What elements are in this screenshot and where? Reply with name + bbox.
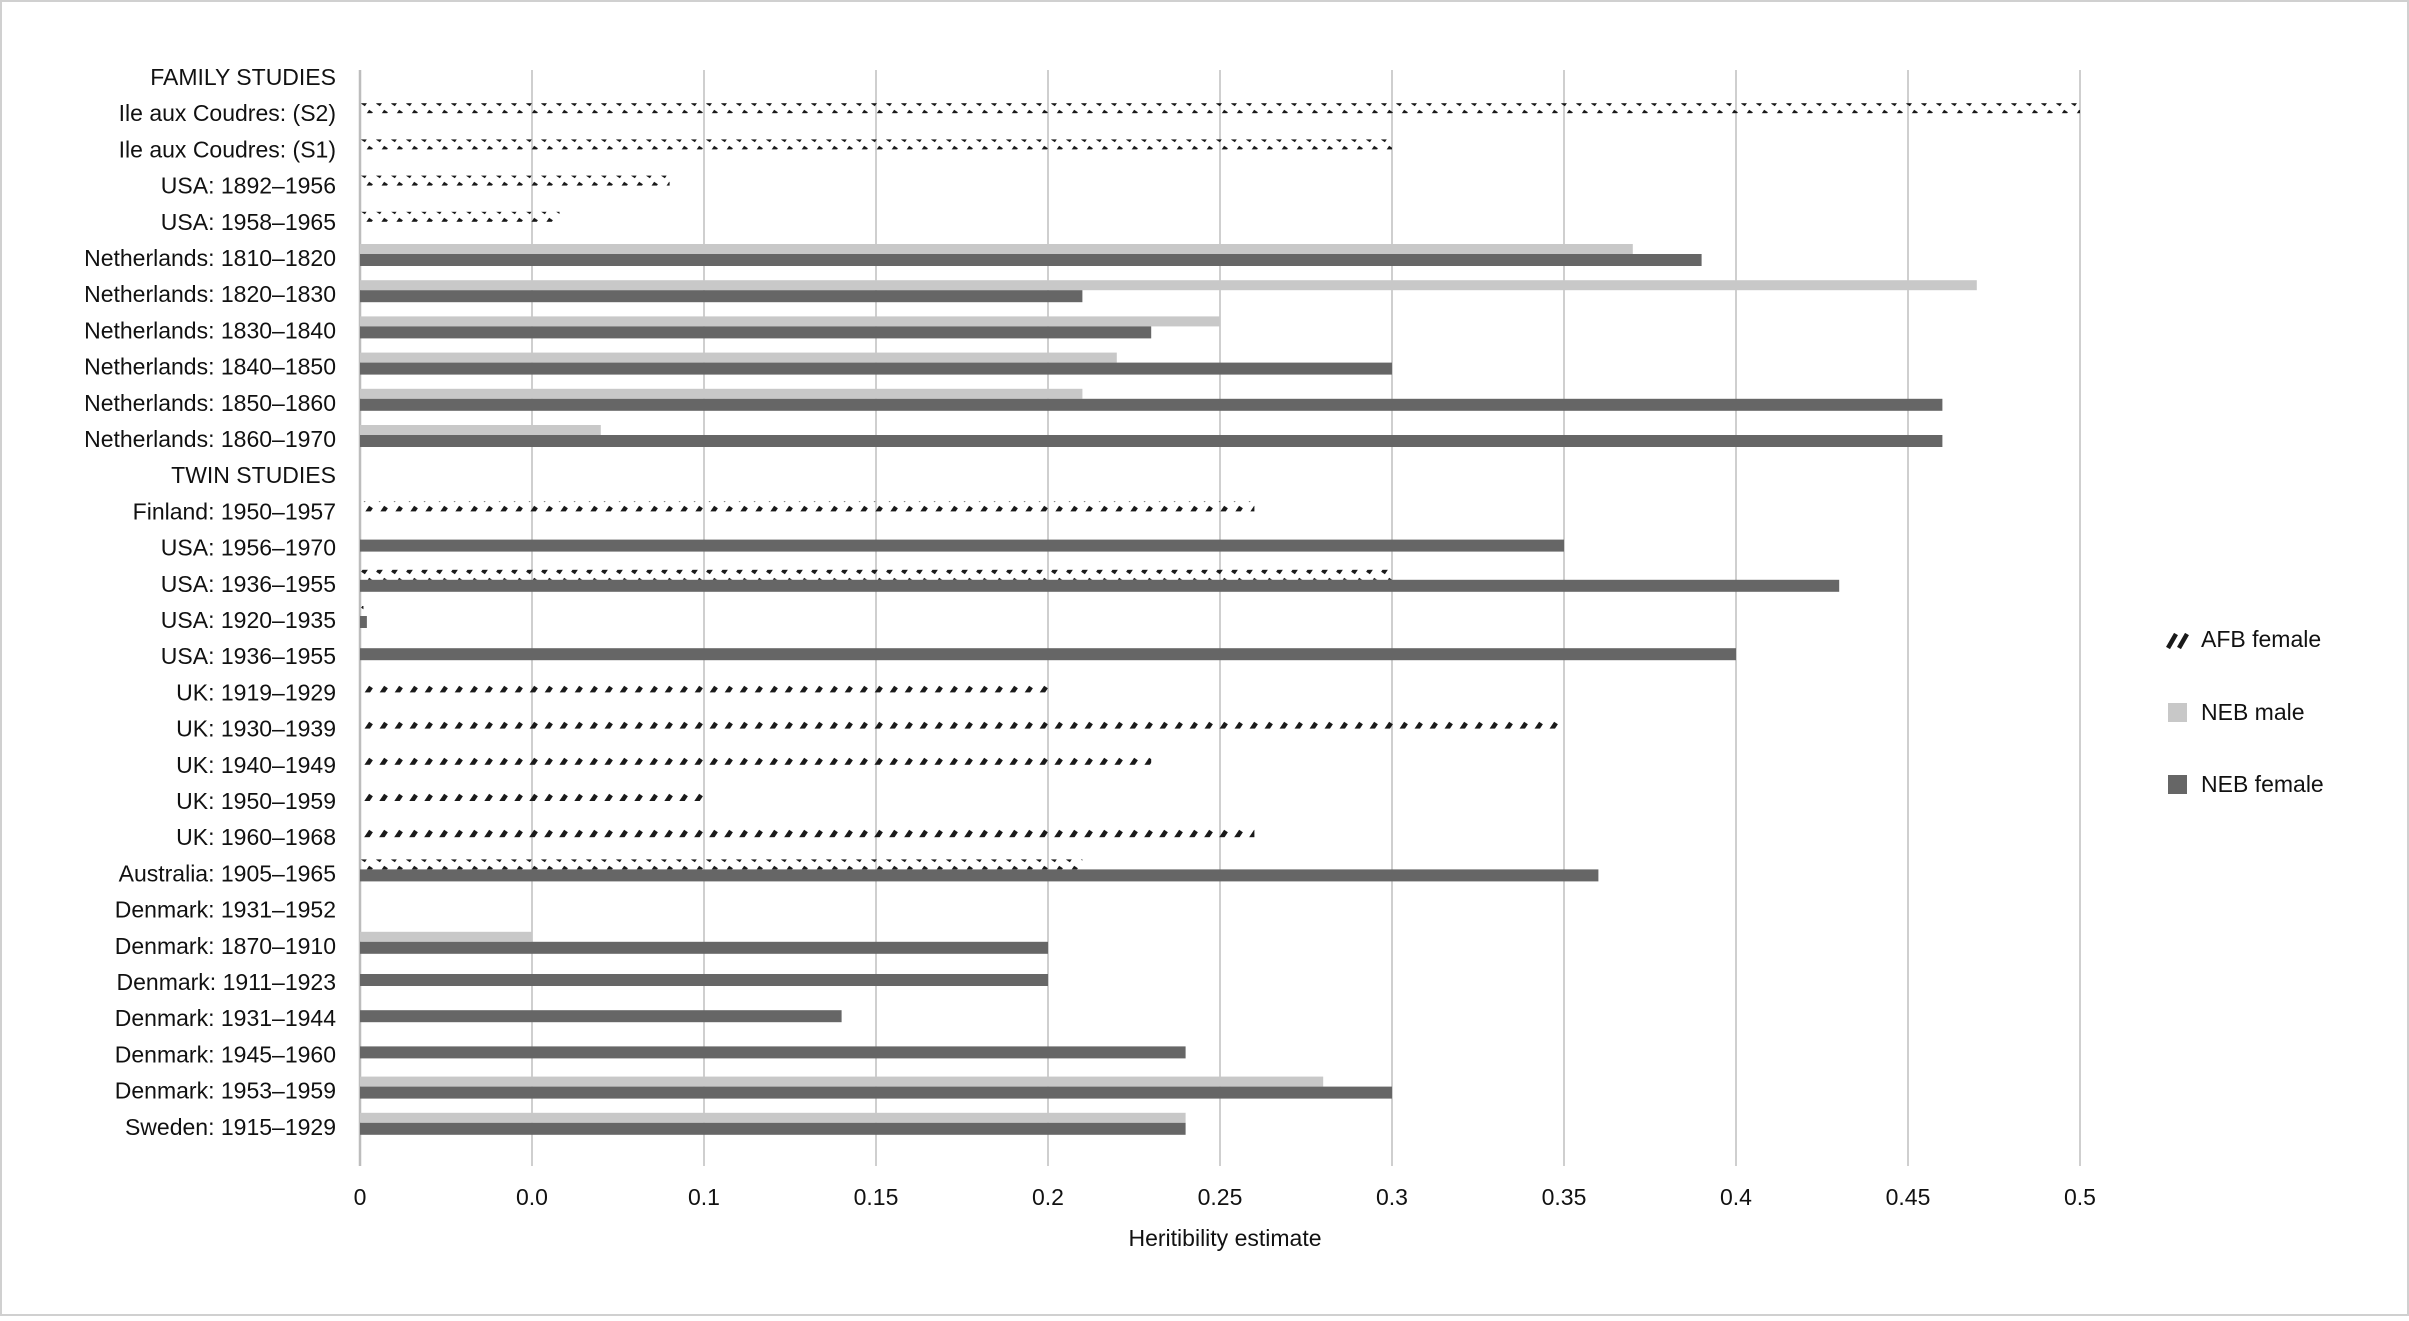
x-tick-label: 0.35 — [1542, 1184, 1587, 1210]
category-label: USA: 1958–1965 — [161, 209, 336, 235]
category-label: Denmark: 1931–1952 — [115, 897, 336, 923]
category-label: FAMILY STUDIES — [150, 64, 336, 90]
bar-neb-female — [360, 579, 1840, 592]
category-label: USA: 1956–1970 — [161, 535, 336, 561]
category-label: Denmark: 1931–1944 — [115, 1005, 336, 1031]
category-label: Netherlands: 1830–1840 — [84, 317, 336, 343]
legend: AFB female NEB male NEB female — [2166, 626, 2324, 797]
category-label: USA: 1892–1956 — [161, 173, 336, 199]
bar-neb-female — [360, 648, 1736, 661]
bar-neb-male — [360, 1076, 1324, 1087]
bar-afb-female — [360, 827, 1255, 838]
bar-neb-male — [360, 425, 601, 435]
category-label: Sweden: 1915–1929 — [125, 1114, 336, 1140]
bar-neb-male — [360, 1112, 1186, 1123]
x-tick-label: 0.4 — [1720, 1184, 1752, 1210]
legend-swatch-afb-female — [2177, 632, 2189, 650]
legend-label-afb-female: AFB female — [2201, 626, 2321, 652]
x-tick-label: 0.25 — [1198, 1184, 1243, 1210]
category-labels: FAMILY STUDIES Ile aux Coudres: (S2) Ile a… — [84, 64, 336, 1140]
bar-afb-female — [360, 139, 1392, 150]
category-label: Netherlands: 1810–1820 — [84, 245, 336, 271]
x-axis-title: Heritibility estimate — [1129, 1225, 1322, 1251]
legend-label-neb-female: NEB female — [2201, 771, 2324, 797]
x-tick-label: 0.0 — [516, 1184, 548, 1210]
category-label: UK: 1960–1968 — [176, 824, 336, 850]
x-axis-ticks: 0 0.0 0.1 0.15 0.2 0.25 0.3 0.35 0.4 0.45 0.5 — [354, 1184, 2096, 1210]
x-tick-label: 0.1 — [688, 1184, 720, 1210]
legend-swatch-neb-male — [2168, 703, 2187, 722]
bar-neb-male — [360, 931, 532, 942]
bars — [360, 103, 2080, 1135]
bar-neb-female — [360, 869, 1599, 882]
category-label: Netherlands: 1820–1830 — [84, 281, 336, 307]
legend-swatch-neb-female — [2168, 775, 2187, 794]
x-tick-label: 0 — [354, 1184, 367, 1210]
bar-afb-female — [360, 791, 704, 801]
bar-neb-male — [360, 352, 1117, 363]
bar-afb-female — [360, 211, 560, 222]
x-tick-label: 0.15 — [854, 1184, 899, 1210]
bar-neb-female — [360, 326, 1152, 339]
legend-swatch-afb-female — [2166, 632, 2178, 650]
category-label: Denmark: 1911–1923 — [117, 969, 337, 995]
bar-neb-female — [360, 1046, 1186, 1059]
bar-neb-male — [360, 316, 1220, 327]
bar-neb-female — [360, 398, 1943, 411]
category-label: USA: 1936–1955 — [161, 571, 336, 597]
bar-neb-female — [360, 941, 1048, 954]
category-label: Ile aux Coudres: (S1) — [119, 136, 336, 162]
bar-neb-female — [360, 539, 1564, 552]
bar-afb-female — [360, 606, 364, 616]
category-label: Denmark: 1953–1959 — [115, 1078, 336, 1104]
x-tick-label: 0.2 — [1032, 1184, 1064, 1210]
legend-label-neb-male: NEB male — [2201, 699, 2305, 725]
bar-neb-female — [360, 254, 1702, 266]
bar-afb-female — [360, 501, 1255, 512]
bar-afb-female — [360, 899, 364, 910]
category-label: USA: 1920–1935 — [161, 607, 336, 633]
category-label: UK: 1950–1959 — [176, 788, 336, 814]
bar-neb-female — [360, 1122, 1186, 1135]
bar-afb-female — [360, 859, 1083, 870]
bar-afb-female — [360, 682, 1048, 693]
bar-neb-male — [360, 244, 1633, 254]
bar-neb-female — [360, 1010, 842, 1023]
category-label: USA: 1936–1955 — [161, 643, 336, 669]
bar-neb-female — [360, 290, 1083, 303]
category-label: UK: 1919–1929 — [176, 679, 336, 705]
bar-neb-female — [360, 435, 1943, 447]
category-label: TWIN STUDIES — [171, 462, 336, 488]
category-label: Finland: 1950–1957 — [133, 498, 336, 524]
category-label: Australia: 1905–1965 — [119, 860, 336, 886]
bar-afb-female — [360, 175, 670, 186]
bar-neb-male — [360, 388, 1083, 399]
bar-neb-female — [360, 974, 1048, 986]
bar-neb-male — [360, 280, 1977, 291]
bar-neb-female — [360, 616, 367, 628]
bar-neb-female — [360, 362, 1392, 375]
bar-afb-female — [360, 103, 2080, 114]
category-label: Netherlands: 1840–1850 — [84, 354, 336, 380]
x-tick-label: 0.45 — [1886, 1184, 1931, 1210]
bar-afb-female — [360, 718, 1564, 729]
category-label: Ile aux Coudres: (S2) — [119, 100, 336, 126]
category-label: Netherlands: 1860–1970 — [84, 426, 336, 452]
grid — [358, 70, 2081, 1166]
category-label: Denmark: 1870–1910 — [115, 933, 336, 959]
category-label: Denmark: 1945–1960 — [115, 1041, 336, 1067]
x-tick-label: 0.3 — [1376, 1184, 1408, 1210]
bar-neb-female — [360, 1086, 1392, 1099]
category-label: UK: 1940–1949 — [176, 752, 336, 778]
bar-afb-female — [360, 754, 1152, 765]
x-tick-label: 0.5 — [2064, 1184, 2096, 1210]
bar-afb-female — [360, 569, 1392, 580]
category-label: UK: 1930–1939 — [176, 716, 336, 742]
category-label: Netherlands: 1850–1860 — [84, 390, 336, 416]
